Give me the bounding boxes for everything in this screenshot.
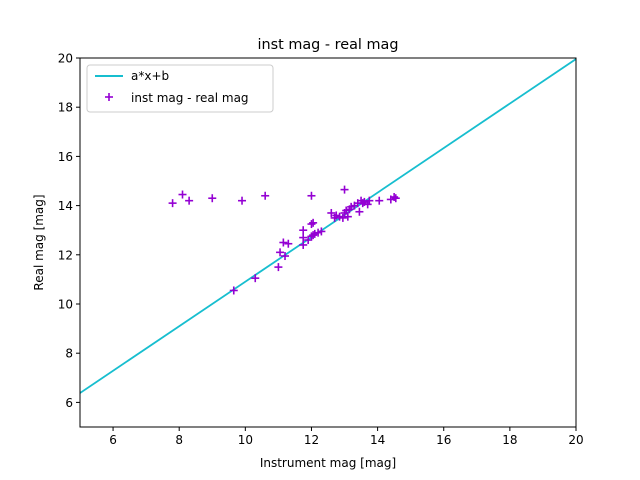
data-point bbox=[251, 274, 260, 283]
data-point bbox=[299, 226, 308, 235]
data-point bbox=[363, 200, 372, 209]
fit-line bbox=[80, 58, 576, 394]
data-point bbox=[327, 208, 336, 217]
legend-box bbox=[86, 64, 274, 113]
legend-plus-glyph bbox=[105, 93, 113, 101]
data-point bbox=[355, 207, 364, 216]
plot-frame bbox=[79, 57, 577, 428]
x-tick-label: 16 bbox=[436, 433, 451, 447]
y-tick-label: 20 bbox=[58, 52, 73, 66]
x-tick-label: 6 bbox=[109, 433, 117, 447]
y-tick-label: 18 bbox=[58, 101, 73, 115]
y-axis-label: Real mag [mag] bbox=[32, 194, 46, 290]
data-point bbox=[340, 185, 349, 194]
legend-plus-marker bbox=[105, 93, 113, 101]
plot-area bbox=[79, 57, 577, 428]
x-axis: 6 8 10 12 14 16 18 20 bbox=[109, 427, 584, 447]
y-axis: 6 8 10 12 14 16 18 20 bbox=[58, 52, 80, 410]
legend-label-fit-line: a*x+b bbox=[131, 69, 169, 83]
data-point bbox=[238, 196, 247, 205]
data-point bbox=[343, 212, 352, 221]
data-point bbox=[309, 218, 318, 227]
data-point bbox=[299, 240, 308, 249]
data-point bbox=[307, 220, 316, 229]
y-tick-label: 10 bbox=[58, 298, 73, 312]
data-point bbox=[178, 190, 187, 199]
y-tick-label: 8 bbox=[65, 347, 73, 361]
data-point bbox=[274, 263, 283, 272]
x-tick-label: 12 bbox=[304, 433, 319, 447]
data-point bbox=[276, 248, 285, 257]
data-point bbox=[284, 239, 293, 248]
data-point bbox=[307, 191, 316, 200]
data-point bbox=[261, 191, 270, 200]
data-point bbox=[365, 196, 374, 205]
chart-title: inst mag - real mag bbox=[258, 37, 399, 53]
data-point bbox=[185, 196, 194, 205]
data-point bbox=[279, 238, 288, 247]
x-axis-label: Instrument mag [mag] bbox=[260, 456, 396, 470]
legend-label-scatter: inst mag - real mag bbox=[131, 91, 249, 105]
x-tick-label: 8 bbox=[175, 433, 183, 447]
x-tick-label: 14 bbox=[370, 433, 385, 447]
data-point bbox=[299, 233, 308, 242]
data-point bbox=[229, 286, 238, 295]
data-point bbox=[391, 194, 400, 203]
y-tick-label: 12 bbox=[58, 248, 73, 262]
data-point bbox=[338, 213, 347, 222]
data-point bbox=[317, 227, 326, 236]
data-point bbox=[281, 252, 290, 261]
data-point bbox=[168, 199, 177, 208]
y-tick-label: 6 bbox=[65, 396, 73, 410]
data-point bbox=[375, 196, 384, 205]
y-tick-label: 16 bbox=[58, 150, 73, 164]
x-tick-label: 18 bbox=[502, 433, 517, 447]
data-point bbox=[208, 194, 217, 203]
x-tick-label: 20 bbox=[568, 433, 583, 447]
data-point bbox=[390, 192, 399, 201]
y-tick-label: 14 bbox=[58, 199, 73, 213]
x-tick-label: 10 bbox=[238, 433, 253, 447]
data-point bbox=[309, 231, 318, 240]
legend: a*x+b inst mag - real mag bbox=[86, 64, 274, 113]
data-point bbox=[358, 199, 367, 208]
series-layer bbox=[80, 58, 576, 394]
